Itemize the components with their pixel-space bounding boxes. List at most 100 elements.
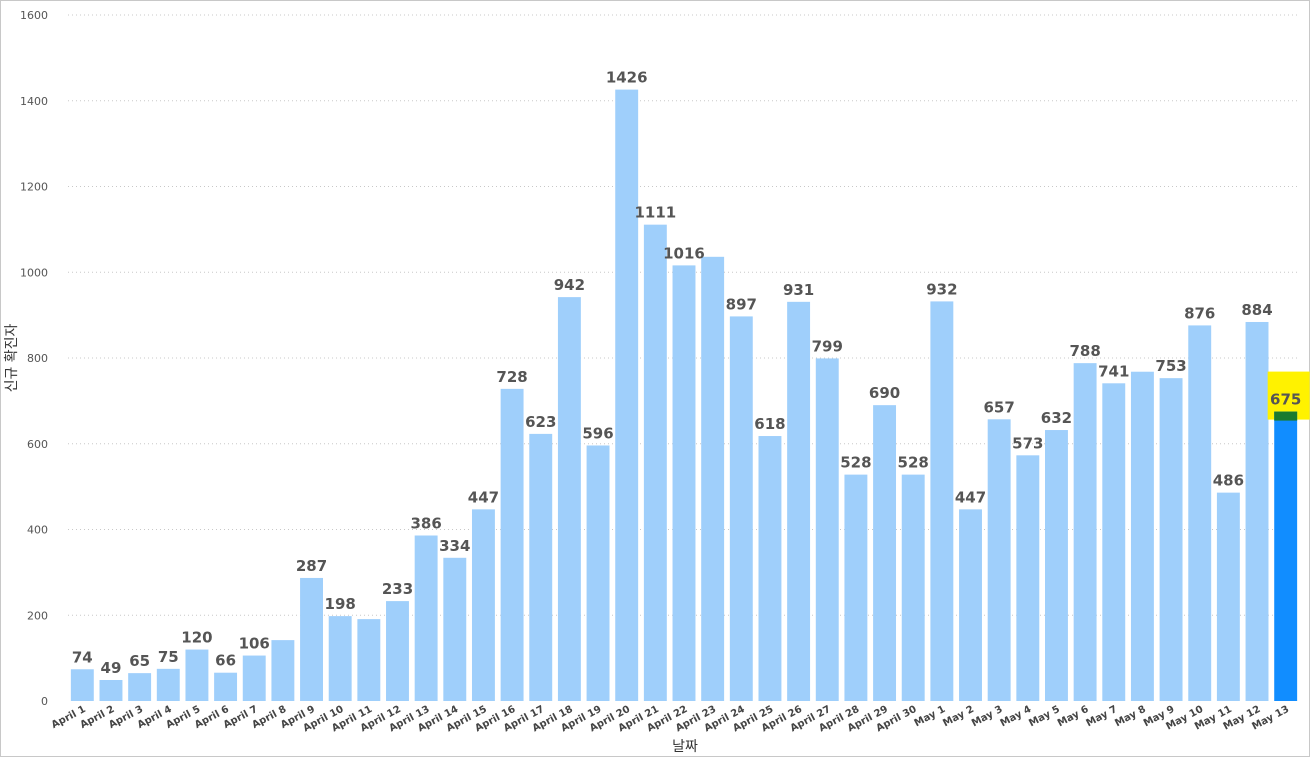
bar[interactable] [1045,430,1068,701]
y-axis-title: 신규 확진자 [4,323,20,392]
data-label: 753 [1155,357,1186,375]
bar[interactable] [357,619,381,701]
bar[interactable] [128,673,152,701]
bar[interactable] [328,616,352,701]
data-label: 942 [554,276,585,294]
bar[interactable] [443,557,467,701]
bar[interactable] [214,672,238,701]
bar[interactable] [701,256,725,701]
bar[interactable] [529,433,553,701]
bar[interactable] [615,89,639,702]
x-tick-label: May 8 [1113,704,1148,729]
bar[interactable] [1216,492,1240,701]
bar[interactable] [586,445,610,701]
bar[interactable] [557,297,581,701]
bar[interactable] [959,509,982,701]
x-tick-label: May 7 [1085,704,1120,729]
bar[interactable] [1159,378,1183,701]
bar[interactable] [471,509,495,701]
bar[interactable] [185,649,209,701]
x-tick-label: May 6 [1056,704,1091,729]
bar[interactable] [787,301,811,701]
data-label: 74 [72,648,93,666]
y-axis-ticks: 0 200 400 600 800 1000 1200 1400 1600 [20,9,48,708]
bar[interactable] [70,669,94,701]
bar[interactable] [901,474,925,701]
bar[interactable] [300,577,323,701]
x-tick-label: May 3 [970,704,1005,729]
y-tick-label: 600 [27,438,48,451]
data-label: 690 [869,384,900,402]
bar[interactable] [643,224,667,701]
data-label: 1016 [663,244,705,262]
data-label: 884 [1241,301,1272,319]
bar[interactable] [271,640,295,701]
data-label: 66 [215,652,236,670]
x-tick-label: May 1 [913,704,948,729]
data-label: 623 [525,413,556,431]
y-tick-label: 1000 [20,266,48,279]
bar[interactable] [844,474,868,701]
data-label: 657 [984,398,1015,416]
bar[interactable] [1016,455,1040,701]
x-axis-title: 날짜 [672,739,698,755]
x-tick-label: May 4 [999,704,1034,729]
bars [70,89,1310,702]
bar[interactable] [242,655,266,701]
data-label: 573 [1012,434,1043,452]
data-label: 106 [239,635,270,653]
bar[interactable] [672,265,696,701]
bar[interactable] [414,535,438,701]
data-label: 932 [926,280,957,298]
bar[interactable] [930,301,954,701]
data-label: 596 [582,424,613,442]
data-label: 618 [754,415,785,433]
data-label: 528 [898,454,929,472]
bar[interactable] [1245,321,1269,701]
data-label: 233 [382,580,413,598]
y-tick-label: 1600 [20,9,48,22]
data-label: 528 [840,454,871,472]
data-label: 1111 [634,204,676,222]
x-tick-label: May 5 [1027,704,1062,729]
data-label: 75 [158,648,179,666]
data-label: 198 [325,595,356,613]
highlight-marker [1274,411,1298,421]
data-label: 386 [410,515,441,533]
y-tick-label: 0 [41,695,48,708]
data-label: 49 [101,659,122,677]
y-tick-label: 800 [27,352,48,365]
data-label: 897 [726,295,757,313]
bar[interactable] [386,601,409,701]
bar[interactable] [156,668,180,701]
data-label: 447 [468,488,499,506]
data-label: 741 [1098,362,1129,380]
data-label: 876 [1184,304,1215,322]
bar[interactable] [1102,383,1126,701]
data-label: 728 [496,368,527,386]
bar[interactable] [758,436,782,701]
x-tick-label: May 2 [941,704,976,729]
bar[interactable] [873,405,897,701]
bar[interactable] [729,316,753,701]
bar[interactable] [1130,371,1154,701]
data-label: 287 [296,557,327,575]
data-label: 788 [1069,342,1100,360]
data-label: 334 [439,537,470,555]
data-label: 632 [1041,409,1072,427]
bar[interactable] [815,358,839,701]
bar[interactable] [500,388,524,701]
data-label: 675 [1270,391,1301,409]
bar[interactable] [1274,411,1298,701]
y-tick-label: 200 [27,609,48,622]
bar[interactable] [99,679,123,701]
bar[interactable] [1073,363,1097,701]
bar[interactable] [1188,325,1212,701]
data-label: 65 [129,652,150,670]
data-label: 1426 [606,69,648,87]
bar[interactable] [987,419,1011,701]
y-tick-label: 400 [27,524,48,537]
